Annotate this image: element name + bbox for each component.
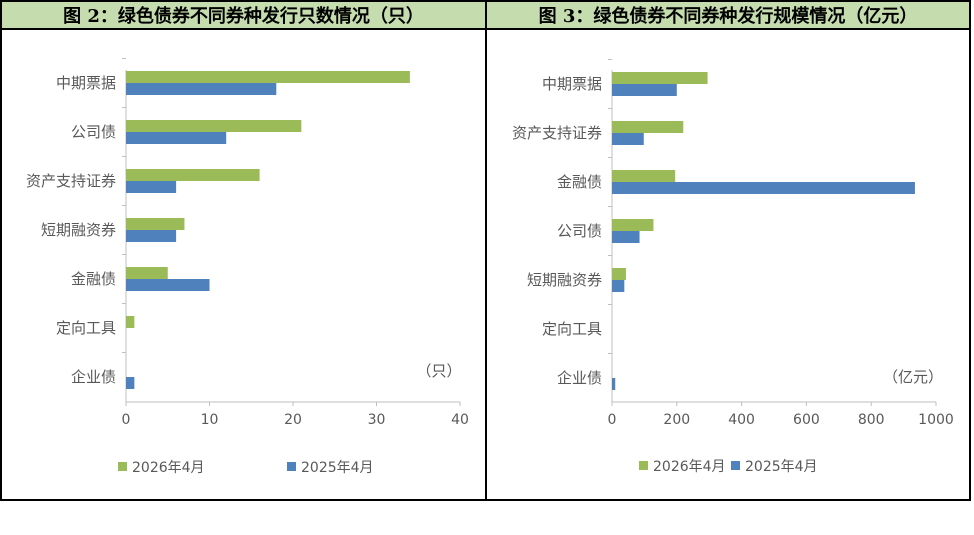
chart-2-category-label: 短期融资券: [527, 271, 602, 289]
chart-1-bar-blue: [126, 377, 135, 389]
chart-1-legend-swatch: [118, 462, 127, 471]
chart-1-category-label: 资产支持证券: [26, 172, 116, 190]
chart-2-x-tick-label: 400: [728, 412, 755, 428]
chart-1-bar-green: [126, 71, 410, 83]
chart-2-legend-label: 2026年4月: [653, 459, 726, 475]
chart-2-x-tick-label: 200: [663, 412, 690, 428]
chart-2-header: 图 3：绿色债券不同券种发行规模情况（亿元）: [487, 2, 969, 30]
chart-2-bar-green: [612, 170, 676, 182]
chart-1-bar-blue: [126, 83, 277, 95]
chart-2-bar-blue: [612, 84, 677, 96]
chart-2-bar-green: [612, 219, 654, 231]
chart-2-category-label: 企业债: [557, 369, 602, 387]
chart-1-x-tick-label: 10: [201, 412, 219, 428]
chart-2-x-tick-label: 800: [858, 412, 885, 428]
chart-2-x-tick-label: 600: [793, 412, 820, 428]
chart-1-header: 图 2：绿色债券不同券种发行只数情况（只）: [2, 2, 485, 30]
chart-2-bar-blue: [612, 280, 625, 292]
chart-2-bar-blue: [612, 231, 640, 243]
chart-1-bar-green: [126, 316, 135, 328]
chart-2-svg: 0 200 400 600 800 1000 中期票据资产支持证券金融债公司债短期融资券定向…: [512, 59, 954, 475]
chart-2-legend-swatch: [731, 461, 740, 470]
chart-1-x-tick-label: 40: [451, 412, 469, 428]
chart-1-category-label: 短期融资券: [41, 221, 116, 239]
chart-2-x-tick-label: 0: [608, 412, 617, 428]
chart-2-bar-green: [612, 268, 626, 280]
chart-2-bar-blue: [612, 133, 644, 145]
chart-1-legend-swatch: [287, 462, 296, 471]
chart-1-bar-blue: [126, 279, 210, 291]
chart-2-category-label: 公司债: [557, 222, 602, 240]
chart-1-bar-green: [126, 267, 168, 279]
chart-1-x-tick-label: 30: [368, 412, 386, 428]
chart-1-bar-green: [126, 120, 302, 132]
chart-1-legend-label: 2026年4月: [132, 460, 205, 476]
chart-2-bar-blue: [612, 182, 915, 194]
chart-1-bar-blue: [126, 230, 177, 242]
chart-2-legend-label: 2025年4月: [745, 459, 818, 475]
chart-2-bar-blue: [612, 378, 616, 390]
chart-2-category-label: 定向工具: [542, 320, 602, 338]
chart-1-bar-blue: [126, 132, 227, 144]
chart-2-bar-green: [612, 121, 684, 133]
chart-1-category-label: 定向工具: [56, 319, 116, 337]
chart-2-category-label: 资产支持证券: [512, 124, 602, 142]
chart-1-x-tick-label: 0: [122, 412, 131, 428]
chart-1-category-label: 企业债: [71, 368, 116, 386]
chart-2-category-label: 中期票据: [542, 75, 602, 93]
chart-1-category-label: 中期票据: [56, 74, 116, 92]
chart-2-category-label: 金融债: [557, 173, 602, 191]
chart-1-bar-blue: [126, 181, 177, 193]
chart-1-bar-green: [126, 218, 185, 230]
chart-2-legend: 2026年4月 2025年4月: [639, 459, 818, 475]
chart-1-unit-note: （只）: [416, 362, 461, 380]
chart-1-bar-green: [126, 169, 260, 181]
chart-1-legend-label: 2025年4月: [301, 460, 374, 476]
chart-2-x-tick-label: 1000: [918, 412, 954, 428]
chart-1-category-label: 公司债: [71, 123, 116, 141]
chart-1-x-tick-label: 20: [284, 412, 302, 428]
chart-1-legend: 2026年4月 2025年4月: [118, 460, 374, 476]
chart-2-legend-swatch: [639, 461, 648, 470]
chart-2-bar-green: [612, 72, 708, 84]
chart-1-category-label: 金融债: [71, 270, 116, 288]
chart-2-unit-note: （亿元）: [883, 368, 943, 386]
panel-divider: [485, 0, 487, 501]
